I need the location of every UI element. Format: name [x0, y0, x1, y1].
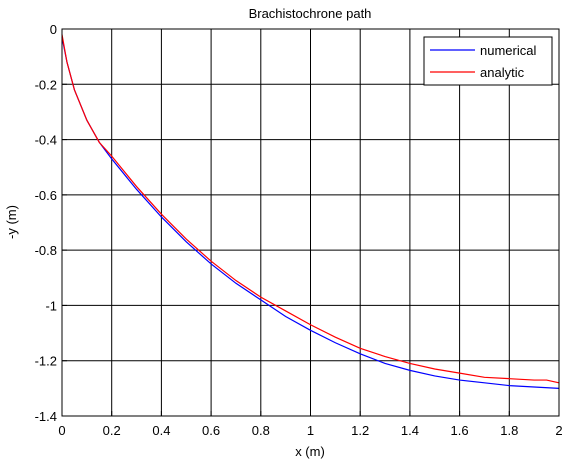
y-tick-label: -0.6: [35, 188, 57, 203]
x-tick-label: 0.2: [103, 423, 121, 438]
x-tick-label: 0: [58, 423, 65, 438]
x-axis-label: x (m): [295, 444, 325, 459]
x-tick-label: 0.4: [152, 423, 170, 438]
chart-title: Brachistochrone path: [249, 6, 372, 21]
x-tick-label: 1: [307, 423, 314, 438]
y-tick-label: -1: [45, 298, 57, 313]
y-axis-label: -y (m): [4, 205, 19, 239]
x-tick-label: 1.8: [500, 423, 518, 438]
x-tick-label: 0.8: [252, 423, 270, 438]
legend: numerical analytic: [424, 37, 552, 85]
y-tick-label: -1.2: [35, 354, 57, 369]
y-tick-label: 0: [50, 22, 57, 37]
legend-numerical-label: numerical: [480, 43, 536, 58]
y-tick-label: -1.4: [35, 409, 57, 424]
y-tick-label: -0.8: [35, 243, 57, 258]
x-tick-label: 2: [555, 423, 562, 438]
y-tick-label: -0.4: [35, 133, 57, 148]
x-tick-label: 0.6: [202, 423, 220, 438]
x-tick-label: 1.6: [451, 423, 469, 438]
x-tick-label: 1.2: [351, 423, 369, 438]
legend-analytic-label: analytic: [480, 65, 525, 80]
x-tick-label: 1.4: [401, 423, 419, 438]
y-tick-label: -0.2: [35, 77, 57, 92]
